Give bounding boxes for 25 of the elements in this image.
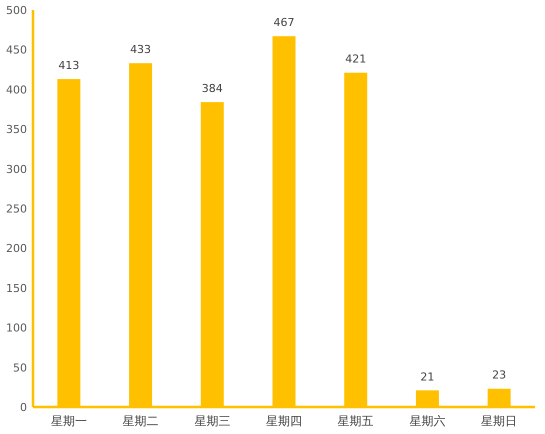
- data-label: 384: [202, 82, 223, 96]
- y-tick-label: 400: [6, 83, 27, 96]
- y-tick-label: 350: [6, 123, 27, 136]
- data-label: 467: [274, 16, 294, 30]
- y-tick-label: 300: [6, 162, 27, 176]
- y-tick-label: 500: [6, 4, 27, 17]
- x-tick-label: 星期六: [409, 414, 446, 428]
- x-tick-label: 星期四: [266, 414, 302, 428]
- y-tick-label: 250: [6, 202, 27, 216]
- y-tick-label: 100: [6, 322, 27, 335]
- y-tick-label: 0: [20, 401, 27, 414]
- x-tick-label: 星期日: [481, 414, 518, 428]
- x-tick-label: 星期一: [50, 414, 87, 428]
- y-tick-label: 150: [6, 282, 27, 295]
- x-tick-label: 星期三: [194, 414, 230, 428]
- y-tick-label: 200: [6, 242, 27, 256]
- y-tick-label: 450: [6, 44, 27, 57]
- data-label: 421: [345, 52, 366, 66]
- x-tick-label: 星期二: [122, 414, 159, 428]
- y-tick-label: 50: [13, 361, 27, 374]
- data-label: 23: [492, 368, 506, 382]
- data-label: 21: [420, 370, 434, 384]
- x-tick-label: 星期五: [338, 414, 374, 428]
- data-label: 433: [130, 43, 152, 56]
- data-label: 413: [58, 59, 80, 72]
